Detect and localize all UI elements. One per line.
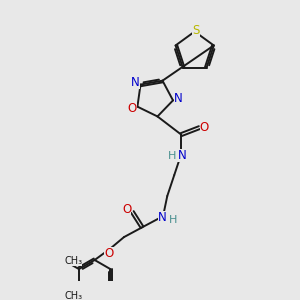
Text: O: O	[200, 121, 209, 134]
Text: O: O	[128, 102, 137, 115]
Text: H: H	[169, 215, 177, 225]
Text: N: N	[158, 211, 167, 224]
Text: H: H	[168, 151, 176, 160]
Text: N: N	[174, 92, 182, 106]
Text: N: N	[131, 76, 140, 89]
Text: O: O	[122, 203, 131, 216]
Text: N: N	[177, 149, 186, 162]
Text: S: S	[192, 24, 200, 37]
Text: CH₃: CH₃	[64, 291, 82, 300]
Text: O: O	[104, 248, 113, 260]
Text: CH₃: CH₃	[64, 256, 82, 266]
